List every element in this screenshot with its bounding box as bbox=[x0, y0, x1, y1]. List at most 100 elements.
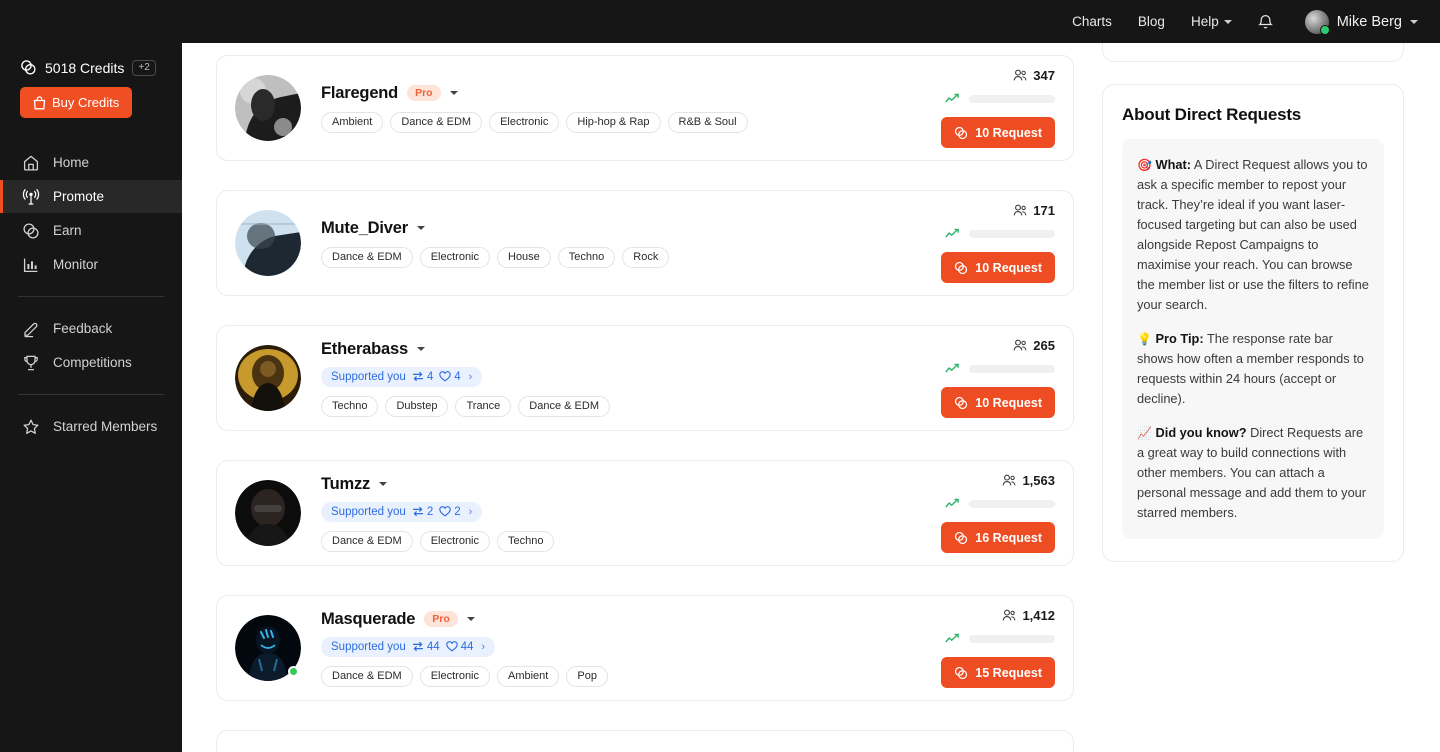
response-rate-bar bbox=[969, 499, 1055, 508]
genre-tag[interactable]: Techno bbox=[321, 395, 379, 417]
sidebar-item-promote[interactable]: Promote bbox=[0, 180, 182, 213]
response-rate bbox=[945, 633, 1055, 644]
member-stats: 171 bbox=[941, 191, 1055, 295]
genre-tag[interactable]: Dance & EDM bbox=[518, 395, 610, 417]
sidebar-divider-1 bbox=[18, 296, 164, 297]
request-button[interactable]: 10 Request bbox=[941, 252, 1055, 283]
nav-link-blog[interactable]: Blog bbox=[1137, 14, 1165, 29]
user-menu[interactable]: Mike Berg bbox=[1304, 9, 1418, 35]
chevron-down-icon[interactable] bbox=[416, 347, 425, 351]
chevron-right-icon: › bbox=[481, 640, 486, 653]
genre-tag[interactable]: Ambient bbox=[497, 665, 560, 687]
buy-credits-button[interactable]: Buy Credits bbox=[20, 87, 133, 118]
response-rate-bar bbox=[969, 634, 1055, 643]
genre-tag[interactable]: Rock bbox=[622, 246, 670, 268]
follower-count-value: 171 bbox=[1033, 203, 1055, 218]
sidebar-item-label: Home bbox=[53, 155, 90, 170]
sidebar-item-monitor[interactable]: Monitor bbox=[0, 248, 182, 281]
user-name: Mike Berg bbox=[1336, 13, 1402, 30]
repost-stat: 2 bbox=[412, 506, 433, 518]
member-name-row: Tumzz bbox=[321, 475, 1055, 494]
trend-up-icon bbox=[945, 498, 960, 509]
supported-you-label: Supported you bbox=[331, 505, 406, 518]
follower-count-value: 265 bbox=[1033, 338, 1055, 353]
member-card[interactable]: Flaregend Pro Ambient Dance & EDM Electr… bbox=[216, 55, 1074, 161]
member-card[interactable]: Masquerade Pro Supported you 44 bbox=[216, 595, 1074, 701]
genre-tag[interactable]: Pop bbox=[566, 665, 608, 687]
genre-tag[interactable]: Techno bbox=[557, 246, 616, 268]
sidebar-item-starred-members[interactable]: Starred Members bbox=[0, 410, 182, 443]
chevron-right-icon: › bbox=[468, 370, 473, 383]
genre-tag[interactable]: House bbox=[497, 246, 551, 268]
about-paragraph-text: Direct Requests are a great way to build… bbox=[1137, 425, 1367, 520]
credits-row[interactable]: 5018 Credits +2 bbox=[0, 43, 182, 76]
member-name-row: Masquerade Pro bbox=[321, 610, 1055, 629]
genre-tag[interactable]: Techno bbox=[497, 530, 555, 552]
sidebar-item-label: Competitions bbox=[53, 355, 132, 370]
genre-tag[interactable]: Electronic bbox=[419, 246, 490, 268]
sidebar-item-competitions[interactable]: Competitions bbox=[0, 346, 182, 379]
nav-link-charts[interactable]: Charts bbox=[1072, 14, 1112, 29]
member-card[interactable]: Tumzz Supported you 2 bbox=[216, 460, 1074, 566]
supported-you-badge[interactable]: Supported you 4 4 bbox=[321, 366, 483, 387]
repost-count: 4 bbox=[426, 370, 434, 383]
genre-tag[interactable]: Electronic bbox=[419, 530, 490, 552]
credits-label: 5018 Credits bbox=[45, 59, 125, 76]
avatar bbox=[235, 480, 301, 546]
sidebar-item-feedback[interactable]: Feedback bbox=[0, 312, 182, 345]
about-paragraph: 📈 Did you know? Direct Requests are a gr… bbox=[1137, 423, 1369, 523]
genre-tags: Ambient Dance & EDM Electronic Hip-hop &… bbox=[321, 111, 1055, 133]
request-button[interactable]: 16 Request bbox=[941, 522, 1055, 553]
sidebar-nav: Home Promote Earn bbox=[0, 146, 182, 443]
genre-tag[interactable]: Dance & EDM bbox=[321, 665, 413, 687]
star-icon bbox=[22, 418, 40, 436]
response-rate-bar bbox=[969, 364, 1055, 373]
member-info: Etherabass Supported you 4 bbox=[321, 340, 1055, 417]
sidebar-item-home[interactable]: Home bbox=[0, 146, 182, 179]
member-card-partial[interactable] bbox=[216, 730, 1074, 752]
request-button[interactable]: 15 Request bbox=[941, 657, 1055, 688]
request-button-label: 10 Request bbox=[975, 395, 1042, 410]
member-card[interactable]: Etherabass Supported you 4 bbox=[216, 325, 1074, 431]
sidebar-item-earn[interactable]: Earn bbox=[0, 214, 182, 247]
genre-tags: Techno Dubstep Trance Dance & EDM bbox=[321, 395, 1055, 417]
chevron-down-icon[interactable] bbox=[416, 226, 425, 230]
coins-icon bbox=[954, 126, 968, 140]
supported-you-badge[interactable]: Supported you 44 bbox=[321, 636, 496, 657]
genre-tag[interactable]: Electronic bbox=[489, 111, 560, 133]
genre-tag[interactable]: Dance & EDM bbox=[321, 246, 413, 268]
chevron-down-icon[interactable] bbox=[449, 91, 458, 95]
follower-count-value: 347 bbox=[1033, 68, 1055, 83]
avatar-wrapper bbox=[235, 210, 301, 276]
genre-tag[interactable]: R&B & Soul bbox=[667, 111, 748, 133]
avatar bbox=[235, 615, 301, 681]
member-name: Tumzz bbox=[321, 474, 371, 493]
chevron-down-icon[interactable] bbox=[466, 617, 475, 621]
member-card[interactable]: Mute_Diver Dance & EDM Electronic House … bbox=[216, 190, 1074, 296]
supported-you-badge[interactable]: Supported you 2 2 bbox=[321, 501, 483, 522]
bell-icon[interactable] bbox=[1257, 14, 1273, 30]
nav-link-help[interactable]: Help bbox=[1191, 14, 1232, 29]
genre-tag[interactable]: Dance & EDM bbox=[390, 111, 483, 133]
request-button[interactable]: 10 Request bbox=[941, 117, 1055, 148]
genre-tag[interactable]: Dance & EDM bbox=[321, 530, 413, 552]
target-icon: 🎯 bbox=[1137, 158, 1152, 172]
request-button[interactable]: 10 Request bbox=[941, 387, 1055, 418]
about-direct-requests-panel: About Direct Requests 🎯 What: A Direct R… bbox=[1102, 84, 1404, 562]
credits-bonus-badge: +2 bbox=[132, 59, 156, 76]
about-paragraph-lead: Pro Tip: bbox=[1155, 331, 1204, 346]
heart-icon bbox=[445, 641, 458, 652]
genre-tag[interactable]: Dubstep bbox=[385, 395, 449, 417]
genre-tag[interactable]: Hip-hop & Rap bbox=[566, 111, 661, 133]
chevron-down-icon bbox=[1410, 19, 1418, 24]
chevron-down-icon[interactable] bbox=[379, 482, 388, 486]
sidebar: REPOSTEXCHANGE 5018 Credits +2 Buy Credi… bbox=[0, 0, 191, 752]
genre-tag[interactable]: Electronic bbox=[419, 665, 490, 687]
member-name: Etherabass bbox=[321, 339, 408, 358]
member-name-row: Mute_Diver bbox=[321, 219, 1055, 238]
member-name: Mute_Diver bbox=[321, 218, 408, 237]
repost-stat: 4 bbox=[412, 371, 433, 383]
genre-tag[interactable]: Ambient bbox=[321, 111, 384, 133]
coins-icon bbox=[954, 531, 968, 545]
genre-tag[interactable]: Trance bbox=[455, 395, 512, 417]
